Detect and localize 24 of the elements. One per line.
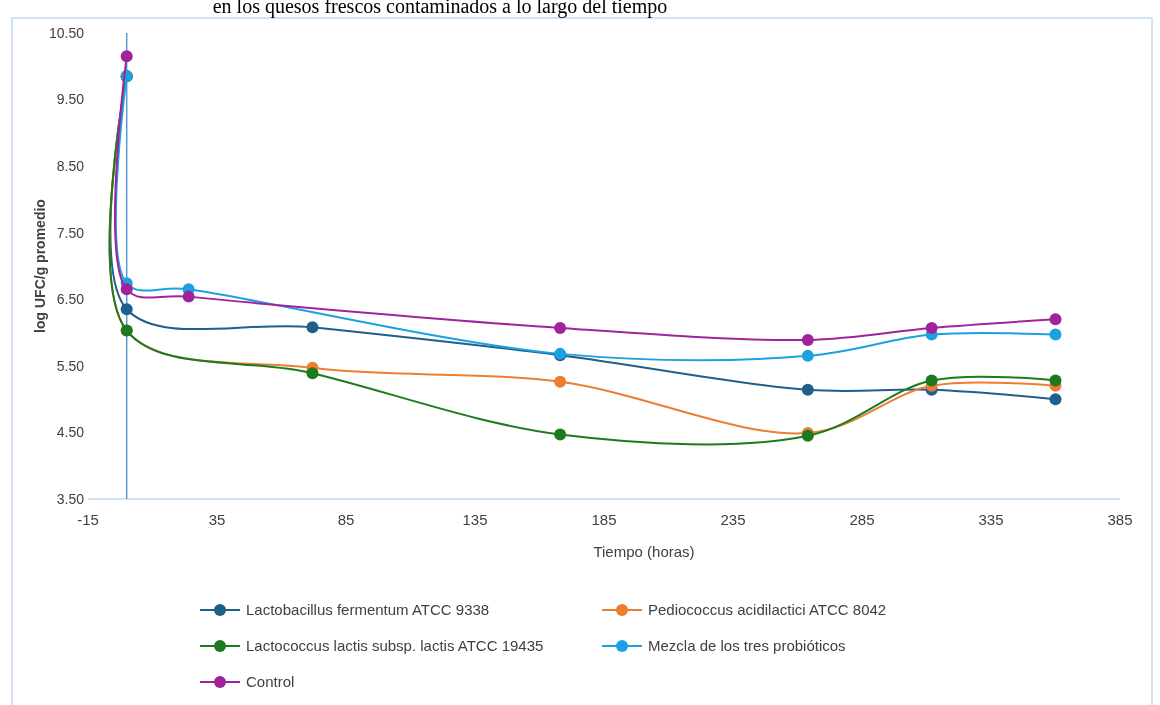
x-tick-label: 35	[208, 511, 226, 528]
x-tick-label: 385	[1107, 511, 1133, 528]
y-tick-label: 4.50	[56, 424, 85, 441]
y-axis-title: log UFC/g promedio	[32, 199, 48, 333]
y-tick-label: 3.50	[56, 490, 85, 507]
legend-label: Lactococcus lactis subsp. lactis ATCC 19435	[246, 637, 544, 655]
y-tick-label: 8.50	[56, 158, 85, 175]
legend-label: Pediococcus acidilactici ATCC 8042	[648, 601, 887, 619]
legend-label: Lactobacillus fermentum ATCC 9338	[246, 601, 490, 619]
x-tick-label: 235	[720, 511, 746, 528]
legend-label: Control	[246, 673, 295, 691]
x-tick-label: -15	[77, 511, 99, 528]
legend-label: Mezcla de los tres probióticos	[648, 637, 846, 655]
y-tick-label: 6.50	[56, 291, 85, 308]
x-tick-label: 335	[978, 511, 1004, 528]
x-axis-title: Tiempo (horas)	[593, 543, 695, 560]
x-tick-label: 185	[591, 511, 617, 528]
x-tick-label: 135	[462, 511, 488, 528]
x-tick-label: 85	[337, 511, 355, 528]
y-tick-label: 9.50	[56, 91, 85, 108]
y-tick-label: 5.50	[56, 357, 85, 374]
y-tick-label: 10.50	[48, 24, 85, 41]
y-tick-label: 7.50	[56, 224, 85, 241]
x-tick-label: 285	[849, 511, 875, 528]
